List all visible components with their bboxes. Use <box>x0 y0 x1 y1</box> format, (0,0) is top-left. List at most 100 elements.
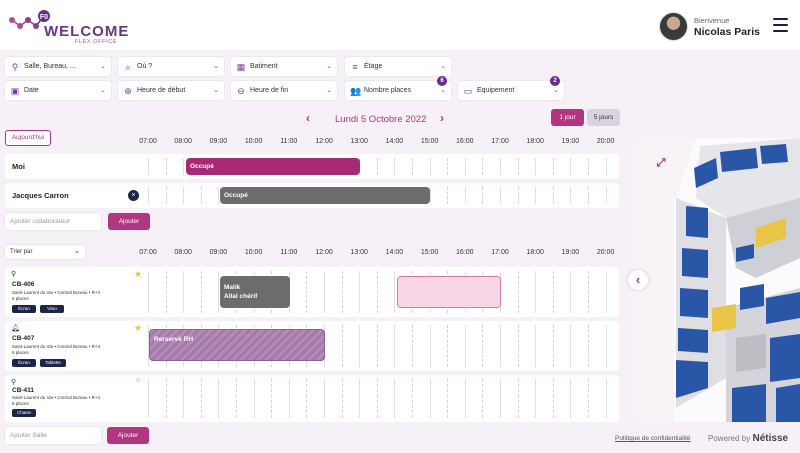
equipment-tag: Écran <box>12 359 36 367</box>
end-time-filter[interactable]: ⊖ Heure de fin ⌄ <box>231 81 337 100</box>
bell-icon[interactable]: 🔔︎ <box>11 325 20 332</box>
grid-line <box>588 187 589 204</box>
grid-line <box>552 271 554 313</box>
reserved-event[interactable]: Rerservé RH <box>149 329 325 361</box>
grid-line <box>359 325 361 367</box>
view-1-day-button[interactable]: 1 jour <box>551 109 584 126</box>
grid-line <box>482 379 484 418</box>
sort-label: Trier par <box>10 249 33 255</box>
grid-line <box>552 187 554 204</box>
add-room-button[interactable]: Ajouter <box>107 427 149 444</box>
hour-label: 13:00 <box>350 249 368 256</box>
add-collaborator-input[interactable]: Ajouter collaborateur <box>5 213 101 230</box>
add-collaborator-button[interactable]: Ajouter <box>108 213 150 230</box>
room-search-label: Salle, Bureau, ... <box>24 63 76 70</box>
grid-line <box>148 187 149 204</box>
remove-collaborator-icon[interactable]: × <box>128 190 139 201</box>
grid-line <box>447 325 449 367</box>
next-day-arrow-icon[interactable]: › <box>440 111 444 125</box>
grid-line <box>605 325 607 367</box>
logo-text: WELCOME <box>44 23 130 40</box>
grid-line <box>359 271 361 313</box>
where-filter[interactable]: ⌕ Où ? ⌄ <box>118 57 224 76</box>
logo-subtitle: FLEX OFFICE <box>75 39 118 45</box>
grid-line <box>218 379 220 418</box>
room-search-filter[interactable]: ⚲ Salle, Bureau, ... ⌄ <box>5 57 111 76</box>
favorite-star-icon[interactable]: ★ <box>134 269 143 279</box>
powered-by-label: Powered by <box>708 434 751 443</box>
hour-label: 11:00 <box>280 138 298 145</box>
expand-map-icon[interactable]: ⤢ <box>656 157 666 169</box>
grid-line <box>200 187 202 204</box>
hour-label: 13:00 <box>350 138 368 145</box>
building-filter[interactable]: ▦ Batiment ⌄ <box>231 57 337 76</box>
avatar[interactable] <box>659 12 688 41</box>
collaborator-row-me: Moi Occupé <box>5 154 619 179</box>
grid-line <box>570 271 572 313</box>
sort-select[interactable]: Trier par ⌄ <box>5 245 85 259</box>
hour-label: 10:00 <box>244 249 263 256</box>
room-location: Saint-Laurent du Var • Central Bureau • … <box>12 395 100 400</box>
hour-label: 19:00 <box>561 138 580 145</box>
grid-line <box>376 271 378 313</box>
pin-icon[interactable]: ⚲ <box>11 379 17 386</box>
favorite-star-icon[interactable]: ★ <box>134 375 143 385</box>
grid-line <box>535 325 537 367</box>
booking-event[interactable]: Malik Allal chérif <box>220 276 290 308</box>
app-header: F0 WELCOME FLEX OFFICE Bienvenue Nicolas… <box>0 0 800 50</box>
hour-label: 15:00 <box>420 249 439 256</box>
grid-line <box>517 325 519 367</box>
privacy-policy-link[interactable]: Politique de confidentialité <box>615 435 691 442</box>
grid-line <box>324 271 325 313</box>
grid-line <box>165 271 167 313</box>
grid-line <box>359 379 361 418</box>
grid-line <box>429 158 431 175</box>
chevron-down-icon: ⌄ <box>326 63 332 70</box>
grid-line <box>183 271 185 313</box>
grid-line <box>183 158 185 175</box>
grid-line <box>570 325 572 367</box>
room-location: Saint-Laurent du Var • Central Bureau • … <box>12 344 100 349</box>
grid-line <box>605 379 607 418</box>
event-occupied[interactable]: Occupé <box>186 158 360 175</box>
add-room-input[interactable]: Ajouter Salle <box>5 427 101 444</box>
today-button[interactable]: Aujourd'hui <box>5 130 51 146</box>
chevron-down-icon: ⌄ <box>440 63 446 70</box>
pin-icon[interactable]: ⚲ <box>11 271 17 278</box>
view-5-days-button[interactable]: 5 jours <box>587 109 620 126</box>
floor-filter[interactable]: ≡ Étage ⌄ <box>345 57 451 76</box>
grid-line <box>447 158 449 175</box>
collaborator-name: Jacques Carron <box>12 191 69 200</box>
equipment-tag: Tablette <box>40 359 66 367</box>
grid-line <box>605 271 607 313</box>
grid-line <box>605 158 607 175</box>
equipment-count-badge: 2 <box>550 76 560 86</box>
hamburger-menu-icon[interactable] <box>773 18 788 32</box>
collapse-map-icon[interactable]: ‹ <box>628 270 648 290</box>
hour-label: 12:00 <box>315 249 333 256</box>
hours-header: 07:00 08:00 09:00 10:00 11:00 12:00 13:00 14:00… <box>0 138 640 148</box>
date-title: Lundi 5 Octobre 2022 <box>335 114 427 125</box>
grid-line <box>605 187 607 204</box>
equipment-filter[interactable]: ▭ Equipement ⌄ <box>458 81 564 100</box>
grid-line <box>429 379 431 418</box>
favorite-star-icon[interactable]: ★ <box>134 323 143 333</box>
room-name: CB-407 <box>12 335 35 342</box>
calendar-icon: ▣ <box>10 85 20 96</box>
grid-line <box>464 325 466 367</box>
start-time-filter[interactable]: ⊕ Heure de début ⌄ <box>118 81 224 100</box>
seats-filter[interactable]: 👥 Nombre places ⌄ <box>345 81 451 100</box>
grid-line <box>324 379 325 418</box>
chevron-down-icon: ⌄ <box>553 87 559 94</box>
date-filter[interactable]: ▣ Date ⌄ <box>5 81 111 100</box>
grid-line <box>500 158 501 175</box>
equipment-tag: Visio <box>40 305 64 313</box>
event-occupied[interactable]: Occupé <box>220 187 430 204</box>
room-row: ⚲ CB-406 Saint-Laurent du Var • Central … <box>5 267 619 317</box>
end-time-label: Heure de fin <box>250 87 289 94</box>
prev-day-arrow-icon[interactable]: ‹ <box>306 111 310 125</box>
user-name: Nicolas Paris <box>694 26 760 38</box>
collaborator-row-jacques: Jacques Carron × Occupé <box>5 183 619 208</box>
floor-map[interactable]: ⤢ <box>636 138 800 422</box>
selected-slot[interactable] <box>397 276 501 308</box>
